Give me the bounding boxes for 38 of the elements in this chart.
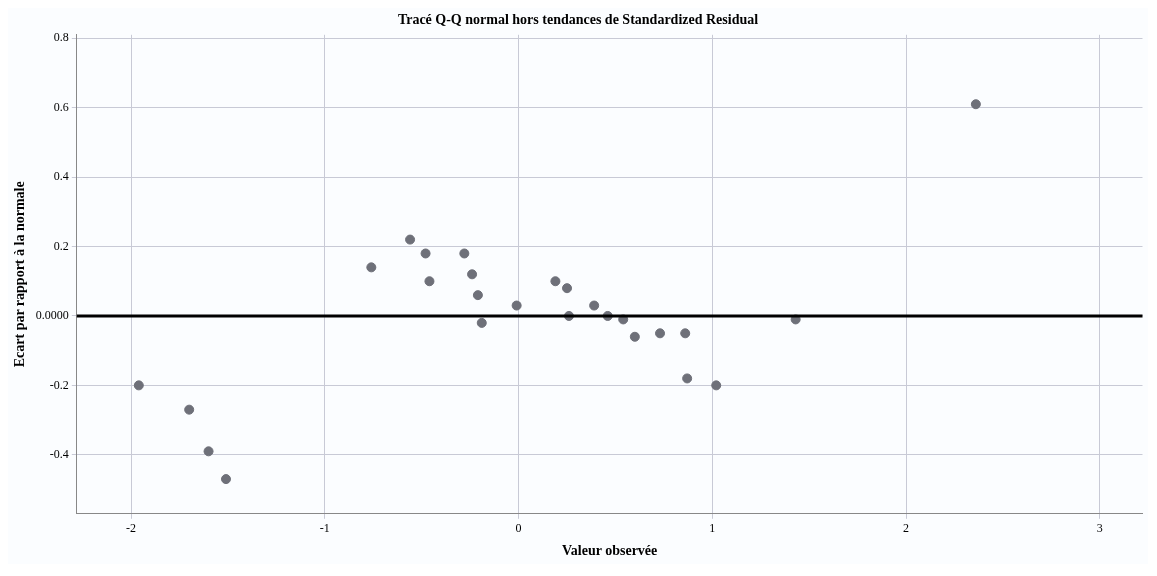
y-tick-label: -0.2 [49, 377, 69, 392]
point [476, 317, 487, 328]
point [629, 331, 640, 342]
y-tick-label: 0.8 [53, 30, 69, 45]
point [550, 276, 561, 287]
point [682, 373, 693, 384]
point [680, 328, 691, 339]
y-axis-title: Ecart par rapport à la normale [12, 181, 28, 368]
chart-title: Tracé Q-Q normal hors tendances de Standardized Residual [397, 12, 759, 28]
point [472, 290, 483, 301]
x-tick-label: 0 [515, 521, 522, 536]
point [562, 283, 573, 294]
y-tick-label: 0.4 [53, 169, 69, 184]
point [366, 262, 377, 273]
point [655, 328, 666, 339]
x-tick-label: 3 [1096, 521, 1103, 536]
y-tick-label: 0.2 [53, 238, 69, 253]
point [970, 99, 981, 110]
point [511, 300, 522, 311]
point [467, 269, 478, 280]
y-tick-label: -0.4 [49, 446, 69, 461]
x-tick-label: -1 [319, 521, 330, 536]
x-axis-title: Valeur observée [562, 543, 658, 559]
point [589, 300, 600, 311]
point [221, 474, 231, 485]
x-tick-label: 2 [903, 521, 910, 536]
point [420, 248, 431, 259]
x-tick-label: -2 [126, 521, 137, 536]
y-tick-label: 0.0000 [35, 308, 69, 323]
y-tick-label: 0.6 [53, 99, 69, 114]
point [203, 446, 214, 457]
x-tick-label: 1 [709, 521, 716, 536]
point [133, 380, 144, 391]
point [711, 380, 722, 391]
point [184, 404, 195, 415]
point [424, 276, 435, 287]
point [459, 248, 470, 259]
point [405, 234, 416, 245]
